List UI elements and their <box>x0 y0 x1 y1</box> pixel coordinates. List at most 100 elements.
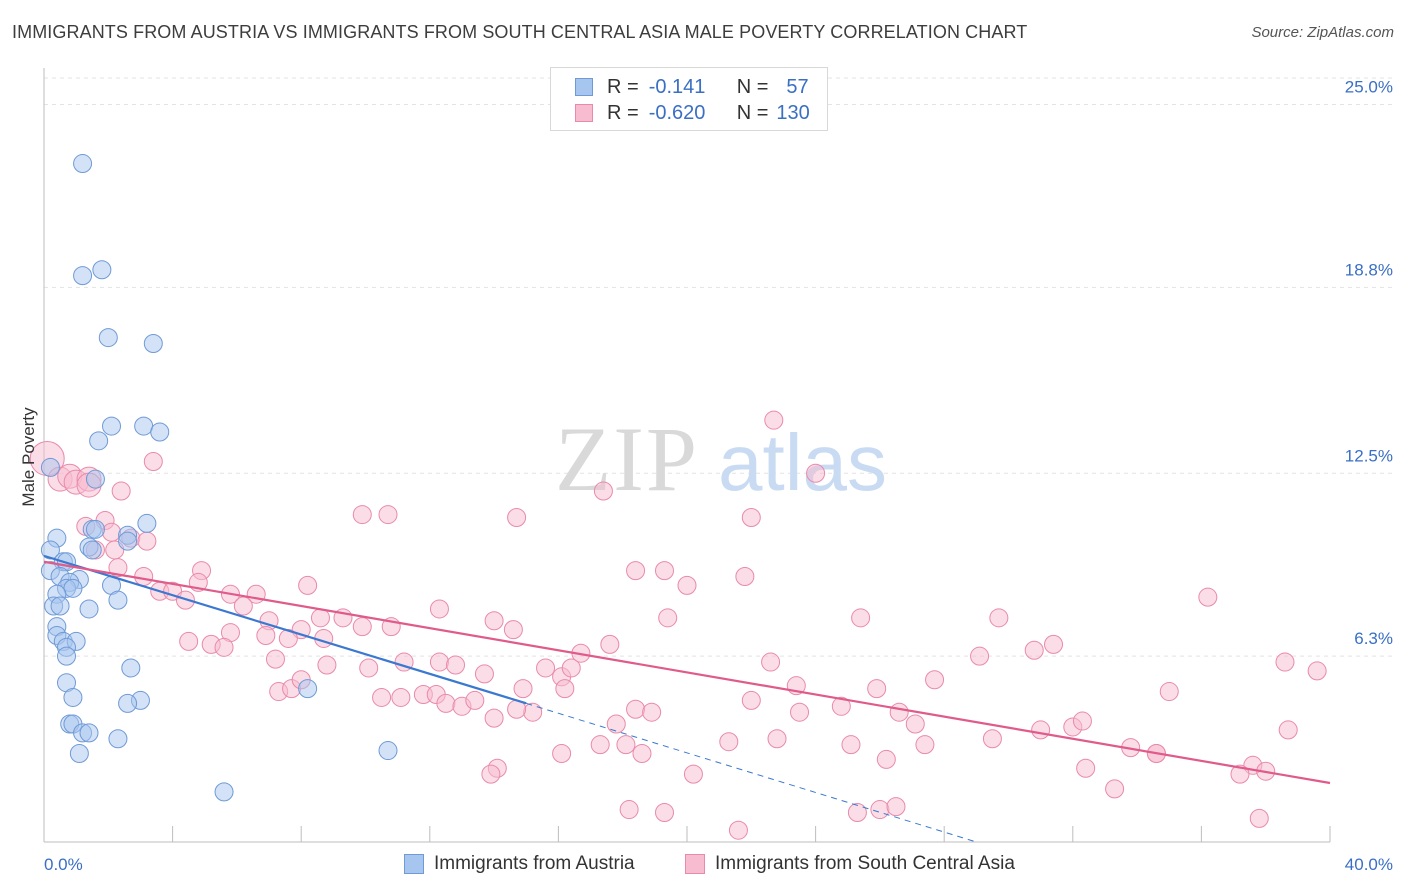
trend-line-austria-extension <box>526 702 977 843</box>
point-south-central-asia-108 <box>982 729 1002 749</box>
point-south-central-asia-122 <box>1072 711 1092 731</box>
point-south-central-asia-77 <box>503 620 523 640</box>
point-south-central-asia-96 <box>632 744 652 764</box>
point-austria-0 <box>73 154 93 174</box>
point-south-central-asia-67 <box>593 481 613 501</box>
point-south-central-asia-70 <box>654 561 674 581</box>
point-south-central-asia-91 <box>719 732 739 752</box>
point-austria-52 <box>378 741 398 761</box>
point-south-central-asia-101 <box>989 608 1009 628</box>
watermark-zip: ZIP <box>555 408 699 510</box>
point-austria-2 <box>92 260 112 280</box>
legend-r-label: R = <box>607 75 639 98</box>
point-austria-42 <box>298 679 318 699</box>
point-austria-30 <box>108 590 128 610</box>
point-austria-33 <box>79 599 99 619</box>
point-south-central-asia-111 <box>1105 779 1125 799</box>
point-austria-5 <box>102 416 122 436</box>
point-austria-7 <box>150 422 170 442</box>
point-south-central-asia-100 <box>851 608 871 628</box>
point-austria-43 <box>63 687 83 707</box>
point-south-central-asia-39 <box>265 649 285 669</box>
point-south-central-asia-44 <box>446 655 466 675</box>
point-south-central-asia-90 <box>841 735 861 755</box>
point-austria-51 <box>69 744 89 764</box>
point-south-central-asia-114 <box>1159 682 1179 702</box>
point-south-central-asia-105 <box>915 735 935 755</box>
point-south-central-asia-126 <box>619 800 639 820</box>
point-austria-15 <box>137 513 157 533</box>
point-south-central-asia-129 <box>847 803 867 823</box>
point-austria-49 <box>79 723 99 743</box>
point-south-central-asia-115 <box>1198 587 1218 607</box>
grid-lines <box>44 77 1394 657</box>
point-south-central-asia-81 <box>761 652 781 672</box>
y-tick-label-3: 25.0% <box>1345 78 1393 97</box>
legend-row-south-central-asia: R = -0.620 N = 130 <box>575 100 810 126</box>
point-south-central-asia-80 <box>658 608 678 628</box>
point-south-central-asia-38 <box>214 637 234 657</box>
point-austria-18 <box>118 531 138 551</box>
point-south-central-asia-69 <box>626 561 646 581</box>
point-austria-1 <box>73 266 93 286</box>
point-south-central-asia-10 <box>102 522 122 542</box>
point-south-central-asia-36 <box>179 631 199 651</box>
point-south-central-asia-64 <box>378 505 398 525</box>
bottom-legend-austria: Immigrants from Austria <box>404 851 635 877</box>
point-south-central-asia-7 <box>111 481 131 501</box>
point-south-central-asia-72 <box>735 567 755 587</box>
bottom-legend-label-south-central-asia: Immigrants from South Central Asia <box>715 853 1015 874</box>
point-austria-53 <box>214 782 234 802</box>
point-south-central-asia-88 <box>889 702 909 722</box>
point-south-central-asia-15 <box>108 558 128 578</box>
point-south-central-asia-49 <box>561 658 581 678</box>
point-south-central-asia-107 <box>1031 720 1051 740</box>
correlation-legend: R = -0.141 N = 57 R = -0.620 N = 130 <box>550 67 828 131</box>
point-south-central-asia-94 <box>606 714 626 734</box>
x-tick-label-max: 40.0% <box>1345 855 1393 874</box>
point-south-central-asia-51 <box>523 702 543 722</box>
point-austria-10 <box>85 469 105 489</box>
legend-swatch-austria <box>575 78 593 96</box>
point-south-central-asia-59 <box>372 687 392 707</box>
point-south-central-asia-57 <box>484 708 504 728</box>
point-south-central-asia-89 <box>905 714 925 734</box>
chart-title: IMMIGRANTS FROM AUSTRIA VS IMMIGRANTS FR… <box>12 22 1028 42</box>
tick-labels: 6.3% 12.5% 18.8% 25.0% 0.0% 40.0% <box>44 78 1393 874</box>
point-austria-32 <box>50 596 70 616</box>
point-austria-4 <box>143 333 163 353</box>
point-south-central-asia-102 <box>1044 634 1064 654</box>
point-south-central-asia-24 <box>298 575 318 595</box>
x-tick-label-min: 0.0% <box>44 855 83 874</box>
point-south-central-asia-132 <box>552 744 572 764</box>
point-south-central-asia-92 <box>683 764 703 784</box>
point-south-central-asia-14 <box>137 531 157 551</box>
point-south-central-asia-25 <box>233 596 253 616</box>
point-south-central-asia-47 <box>536 658 556 678</box>
point-south-central-asia-29 <box>352 617 372 637</box>
point-austria-39 <box>57 646 77 666</box>
point-south-central-asia-79 <box>600 634 620 654</box>
point-south-central-asia-119 <box>1275 652 1295 672</box>
point-south-central-asia-106 <box>970 646 990 666</box>
point-south-central-asia-86 <box>831 696 851 716</box>
legend-r-value: -0.620 <box>648 101 706 124</box>
bottom-legend-south-central-asia: Immigrants from South Central Asia <box>685 851 1015 877</box>
trend-line-austria <box>43 554 527 705</box>
point-south-central-asia-60 <box>391 687 411 707</box>
point-south-central-asia-73 <box>764 410 784 430</box>
point-south-central-asia-41 <box>359 658 379 678</box>
legend-swatch-south-central-asia <box>575 104 593 122</box>
point-south-central-asia-130 <box>886 797 906 817</box>
point-south-central-asia-103 <box>925 670 945 690</box>
point-south-central-asia-97 <box>642 702 662 722</box>
bottom-legend-swatch-austria <box>404 854 424 874</box>
point-south-central-asia-40 <box>317 655 337 675</box>
point-south-central-asia-50 <box>555 679 575 699</box>
point-south-central-asia-98 <box>590 735 610 755</box>
point-south-central-asia-128 <box>728 820 748 840</box>
point-south-central-asia-76 <box>484 611 504 631</box>
point-south-central-asia-95 <box>616 735 636 755</box>
point-south-central-asia-85 <box>790 702 810 722</box>
point-austria-50 <box>108 729 128 749</box>
